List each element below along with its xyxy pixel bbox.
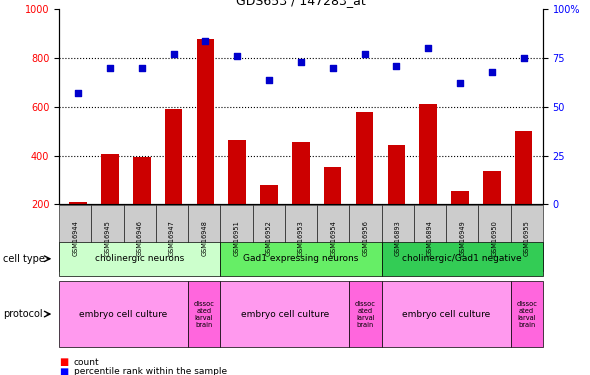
Text: GSM16948: GSM16948 (201, 220, 207, 256)
Bar (165, 110, 182, 253)
Bar (324, 166, 342, 253)
Bar (419, 104, 437, 253)
Point (73, 90, 83, 96)
Text: dissoc
ated
larval
brain: dissoc ated larval brain (355, 301, 376, 328)
Bar (356, 112, 373, 253)
Bar (260, 185, 278, 253)
Text: GSM16893: GSM16893 (395, 220, 401, 256)
Text: GSM16949: GSM16949 (459, 220, 465, 256)
Text: GSM16951: GSM16951 (234, 220, 240, 256)
Text: GSM16952: GSM16952 (266, 220, 271, 256)
Bar (101, 154, 119, 253)
Text: protocol: protocol (3, 309, 42, 319)
Text: cholinergic/Gad1 negative: cholinergic/Gad1 negative (402, 254, 522, 263)
Text: percentile rank within the sample: percentile rank within the sample (74, 367, 227, 375)
Text: count: count (74, 358, 99, 367)
Text: GSM16950: GSM16950 (491, 220, 497, 256)
Point (264, 76, 274, 82)
Text: dissoc
ated
larval
brain: dissoc ated larval brain (194, 301, 215, 328)
Text: GSM16946: GSM16946 (137, 220, 143, 256)
Text: ■: ■ (59, 357, 68, 367)
Bar (70, 202, 87, 253)
Point (169, 51, 178, 57)
Text: GSM16947: GSM16947 (169, 220, 175, 256)
Point (328, 65, 337, 71)
Title: GDS653 / 147283_at: GDS653 / 147283_at (236, 0, 366, 7)
Point (455, 81, 465, 87)
Point (201, 38, 210, 44)
Text: cell type: cell type (3, 254, 45, 264)
Bar (388, 145, 405, 253)
Bar (292, 142, 310, 253)
Text: GSM16945: GSM16945 (104, 220, 110, 256)
Text: GSM16953: GSM16953 (298, 220, 304, 256)
Point (392, 63, 401, 69)
Point (487, 69, 497, 75)
Text: dissoc
ated
larval
brain: dissoc ated larval brain (516, 301, 537, 328)
Text: embryo cell culture: embryo cell culture (402, 310, 490, 319)
Text: Gad1 expressing neurons: Gad1 expressing neurons (243, 254, 359, 263)
Text: cholinergic neurons: cholinergic neurons (95, 254, 184, 263)
Text: GSM16955: GSM16955 (524, 220, 530, 256)
Bar (515, 131, 532, 253)
Bar (451, 191, 469, 253)
Point (232, 53, 242, 59)
Point (424, 45, 433, 51)
Bar (196, 39, 214, 253)
Text: GSM16954: GSM16954 (330, 220, 336, 256)
Text: embryo cell culture: embryo cell culture (80, 310, 168, 319)
Text: embryo cell culture: embryo cell culture (241, 310, 329, 319)
Bar (228, 140, 246, 253)
Text: GSM16944: GSM16944 (72, 220, 78, 256)
Point (360, 51, 369, 57)
Point (105, 65, 114, 71)
Point (519, 55, 529, 61)
Text: GSM16956: GSM16956 (362, 220, 368, 256)
Text: GSM16894: GSM16894 (427, 220, 433, 256)
Text: ■: ■ (59, 367, 68, 375)
Point (296, 59, 306, 65)
Bar (133, 157, 150, 253)
Point (137, 65, 146, 71)
Bar (483, 171, 501, 253)
